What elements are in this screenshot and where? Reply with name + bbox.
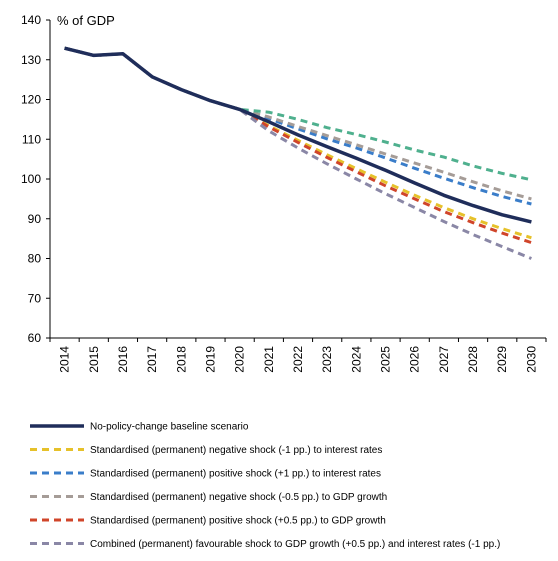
legend-label-3: Standardised (permanent) positive shock …	[90, 469, 381, 480]
y-tick-label: 90	[28, 212, 42, 226]
legend-label-1: No-policy-change baseline scenario	[90, 422, 249, 433]
x-tick-label: 2019	[203, 346, 217, 373]
y-tick-label: 110	[22, 132, 41, 146]
x-tick-label: 2023	[320, 346, 334, 373]
series-line-4	[64, 46, 532, 201]
x-tick-label: 2018	[174, 346, 188, 373]
legend: No-policy-change baseline scenario Standa…	[30, 422, 500, 550]
y-tick-label: 70	[28, 291, 42, 305]
x-tick-label: 2024	[349, 346, 363, 373]
legend-label-4: Standardised (permanent) negative shock …	[90, 492, 387, 503]
x-tick-label: 2029	[495, 346, 509, 373]
y-tick-label: 130	[21, 53, 41, 67]
y-axis-label: % of GDP	[57, 13, 115, 28]
legend-label-6: Combined (permanent) favourable shock to…	[90, 539, 500, 550]
x-tick-label: 2028	[466, 346, 480, 373]
x-axis-ticks: 2014 2015 2016 2017 2018 2019 2020 2021 2022 2023…	[49, 338, 547, 373]
y-tick-label: 60	[28, 331, 42, 345]
legend-label-5: Standardised (permanent) positive shock …	[90, 516, 386, 527]
y-axis-ticks: 60 70 80 90 100 110 120 130 140	[21, 13, 50, 345]
series-line-1	[64, 46, 532, 224]
axes	[49, 20, 546, 339]
legend-label-2: Standardised (permanent) negative shock …	[90, 445, 382, 456]
series-line-6	[64, 46, 532, 260]
series-lines	[64, 46, 532, 260]
series-line-5	[64, 46, 532, 245]
x-tick-label: 2026	[408, 346, 422, 373]
x-tick-label: 2025	[379, 346, 393, 373]
x-tick-label: 2020	[233, 346, 247, 373]
x-tick-label: 2021	[262, 346, 276, 373]
x-tick-label: 2027	[437, 346, 451, 373]
x-tick-label: 2016	[116, 346, 130, 373]
series-line-2	[64, 46, 532, 240]
y-tick-label: 80	[28, 252, 42, 266]
y-tick-label: 140	[21, 13, 41, 27]
y-tick-label: 120	[21, 93, 41, 107]
series-line-3	[64, 46, 532, 206]
series-line-7	[64, 46, 532, 182]
x-tick-label: 2015	[87, 346, 101, 373]
x-tick-label: 2022	[291, 346, 305, 373]
y-tick-label: 100	[21, 172, 41, 186]
x-tick-label: 2030	[524, 346, 538, 373]
x-tick-label: 2017	[145, 346, 159, 373]
x-tick-label: 2014	[58, 346, 72, 373]
